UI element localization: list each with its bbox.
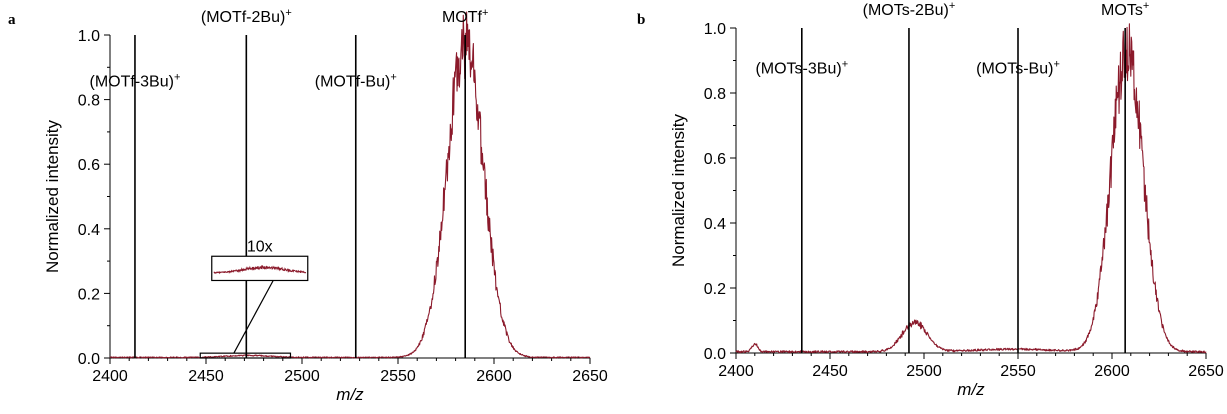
annotation-superscript: + bbox=[482, 7, 488, 19]
inset-spectrum-line bbox=[213, 264, 307, 275]
y-tick-label: 0.8 bbox=[78, 93, 100, 110]
y-tick-label: 1.0 bbox=[704, 21, 726, 38]
x-tick-label: 2450 bbox=[812, 363, 848, 380]
peak-annotation: (MOTs-2Bu)+ bbox=[863, 0, 956, 19]
peak-annotation: (MOTs-3Bu)+ bbox=[755, 59, 848, 78]
x-tick-label: 2500 bbox=[906, 363, 942, 380]
x-tick-label: 2400 bbox=[92, 368, 128, 385]
annotation-text: (MOTs-2Bu) bbox=[863, 2, 949, 19]
spectrum-line bbox=[109, 11, 591, 359]
panel-letter-b: b bbox=[637, 12, 646, 28]
annotation-text: (MOTf-2Bu) bbox=[201, 9, 285, 26]
y-tick-label: 0.0 bbox=[78, 351, 100, 368]
x-tick-label: 2550 bbox=[1000, 363, 1036, 380]
inset-source-box bbox=[199, 352, 292, 359]
annotation-superscript: + bbox=[1143, 0, 1149, 12]
x-axis-label: m/z bbox=[957, 380, 985, 399]
annotation-text: (MOTs-Bu) bbox=[976, 61, 1053, 78]
x-tick-label: 2450 bbox=[188, 368, 224, 385]
annotation-text: (MOTs-3Bu) bbox=[755, 61, 841, 78]
y-tick-label: 0.2 bbox=[704, 281, 726, 298]
x-tick-label: 2500 bbox=[284, 368, 320, 385]
y-tick-label: 1.0 bbox=[78, 28, 100, 45]
x-tick-label: 2650 bbox=[572, 368, 608, 385]
annotation-superscript: + bbox=[949, 0, 955, 12]
x-tick-label: 2650 bbox=[1188, 363, 1224, 380]
annotation-superscript: + bbox=[285, 7, 291, 19]
y-axis-label: Normalized intensity bbox=[669, 113, 688, 267]
peak-annotation: (MOTf-2Bu)+ bbox=[201, 7, 292, 26]
peak-annotation: MOTf+ bbox=[442, 7, 488, 26]
annotation-superscript: + bbox=[174, 72, 180, 84]
y-tick-label: 0.2 bbox=[78, 286, 100, 303]
annotation-text: (MOTf-3Bu) bbox=[90, 74, 174, 91]
annotation-text: MOTf bbox=[442, 9, 483, 26]
annotation-superscript: + bbox=[842, 59, 848, 71]
annotation-text: (MOTf-Bu) bbox=[315, 74, 391, 91]
x-axis-label: m/z bbox=[336, 385, 364, 404]
chart-a: 2400 2450 2500 2550 2600 2650 0.0 0.2 0.4 0.6 0.8 1… bbox=[43, 7, 608, 404]
peak-annotation: (MOTf-Bu)+ bbox=[315, 72, 397, 91]
y-tick-label: 0.0 bbox=[704, 346, 726, 363]
y-axis-label: Normalized intensity bbox=[43, 119, 62, 273]
chart-b: 2400 2450 2500 2550 2600 2650 0.0 0.2 0.4 0.6 0.8 1… bbox=[669, 0, 1224, 399]
x-tick-label: 2600 bbox=[1094, 363, 1130, 380]
panel-letter-a: a bbox=[8, 12, 16, 28]
peak-annotation: (MOTs-Bu)+ bbox=[976, 59, 1060, 78]
annotation-text: MOTs bbox=[1101, 2, 1143, 19]
peak-annotation: MOTs+ bbox=[1101, 0, 1149, 19]
x-tick-label: 2400 bbox=[718, 363, 754, 380]
peak-annotation: (MOTf-3Bu)+ bbox=[90, 72, 181, 91]
inset-label: 10x bbox=[247, 238, 273, 255]
y-tick-label: 0.6 bbox=[78, 157, 100, 174]
y-tick-label: 0.4 bbox=[704, 216, 726, 233]
annotation-superscript: + bbox=[390, 72, 396, 84]
y-tick-label: 0.4 bbox=[78, 222, 100, 239]
y-tick-label: 0.6 bbox=[704, 151, 726, 168]
panel-a: a 2400 2450 2500 2550 2600 2650 0.0 0.2 0.4 0.6 0.… bbox=[0, 0, 610, 414]
x-tick-label: 2550 bbox=[380, 368, 416, 385]
annotation-superscript: + bbox=[1053, 59, 1059, 71]
y-tick-label: 0.8 bbox=[704, 86, 726, 103]
x-tick-label: 2600 bbox=[476, 368, 512, 385]
spectrum-line bbox=[735, 23, 1207, 354]
inset-connector-line bbox=[233, 280, 274, 354]
panel-b: b 2400 2450 2500 2550 2600 2650 0.0 0.2 0.4 0.6 0.… bbox=[617, 0, 1227, 414]
